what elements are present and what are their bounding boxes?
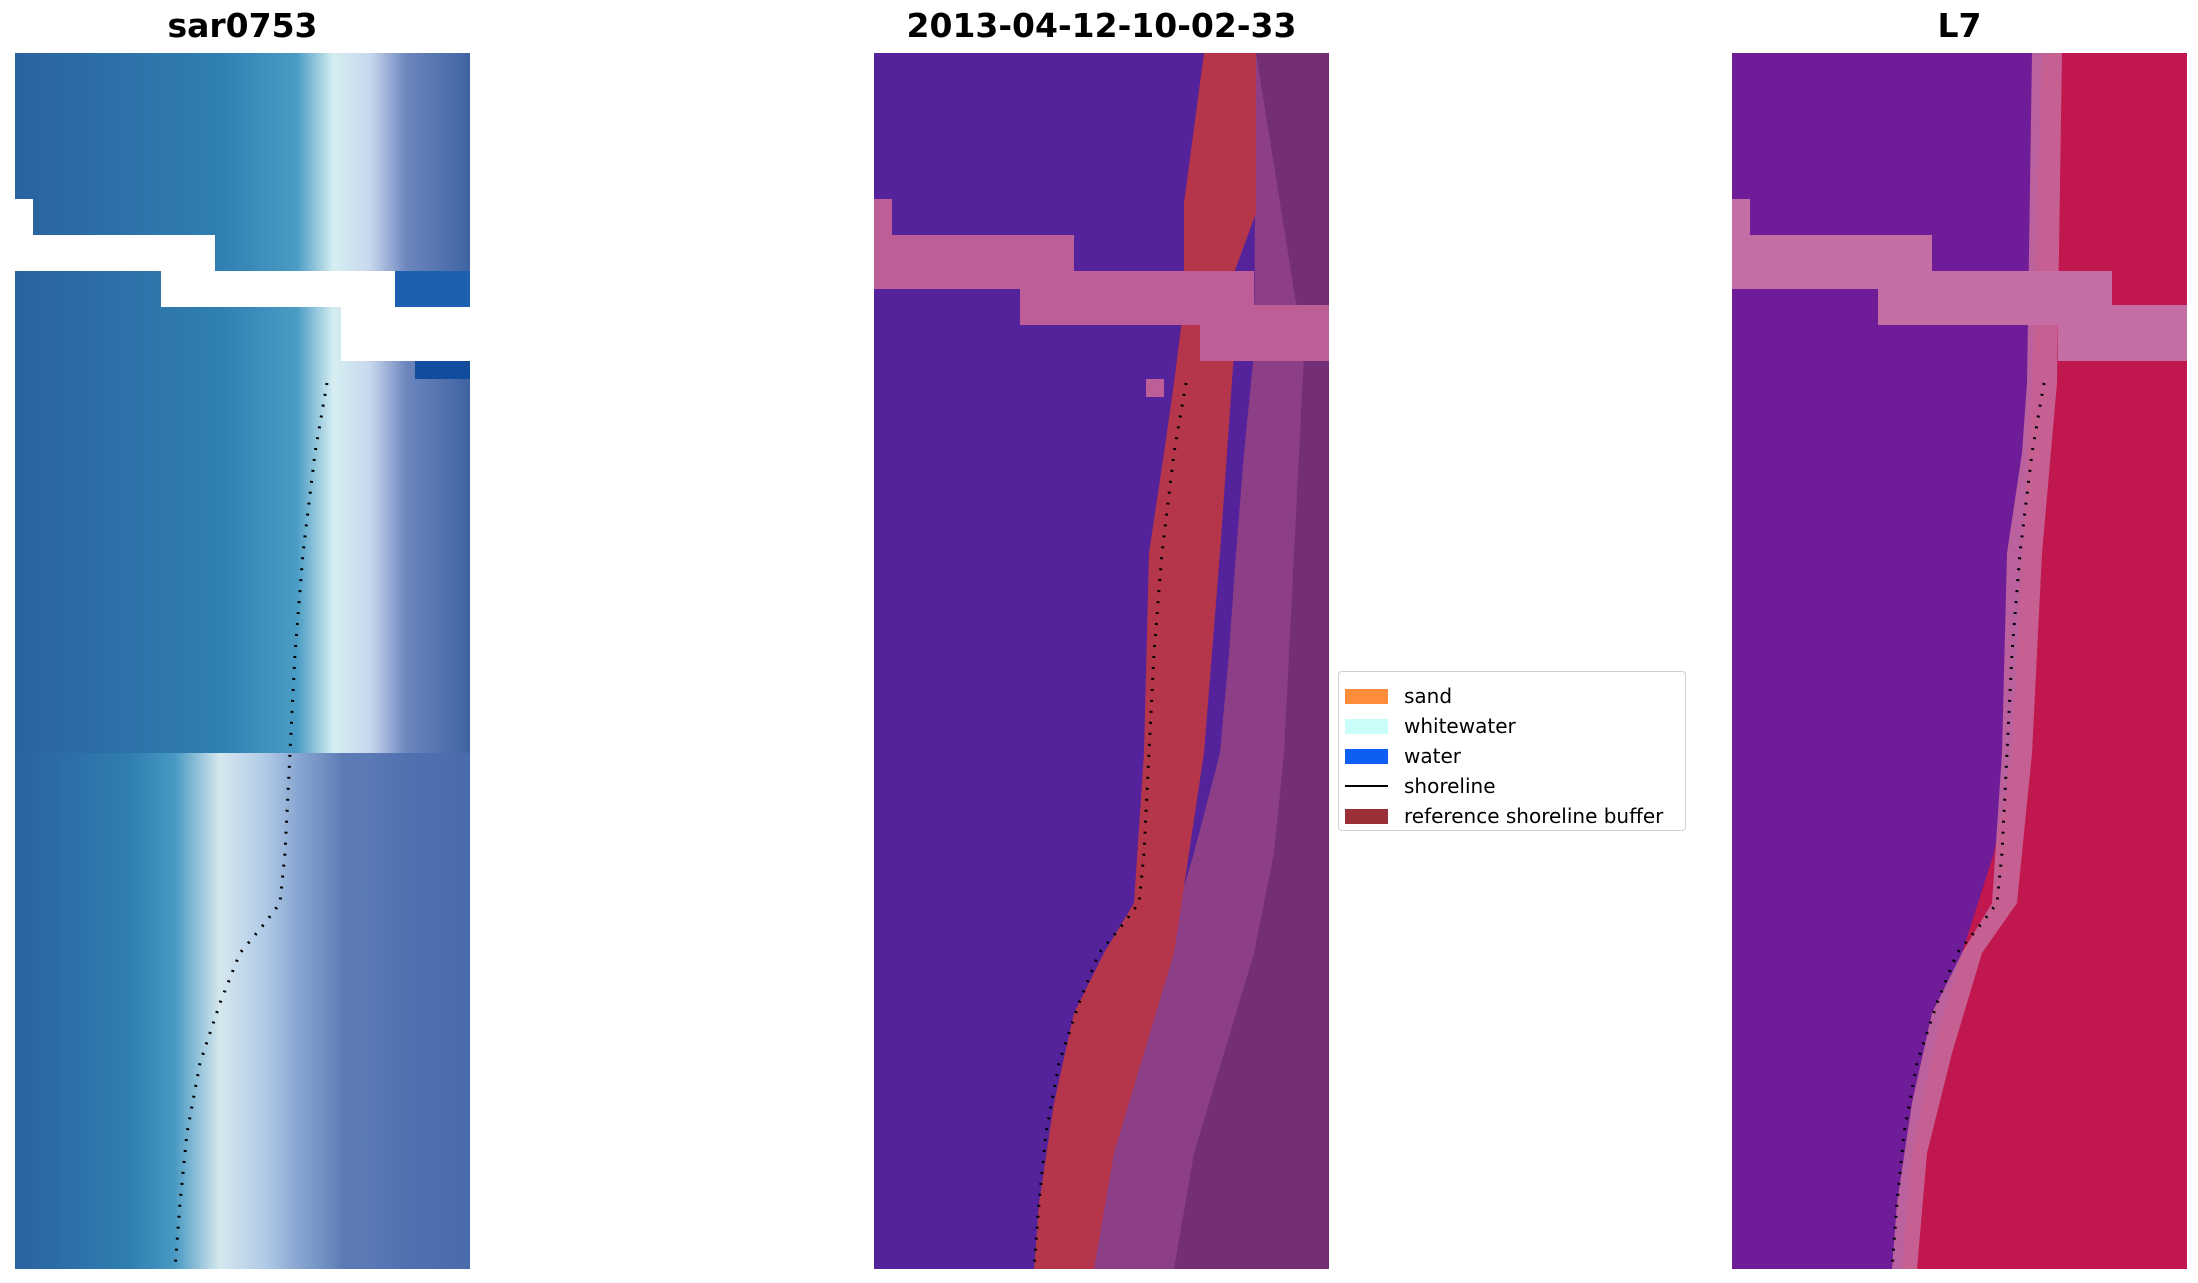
panel-title-index: L7 <box>1937 6 1982 45</box>
legend-label: reference shoreline buffer <box>1404 804 1664 828</box>
classified-image <box>874 53 1329 1269</box>
rgb-image-panel <box>15 53 470 1269</box>
rgb-image <box>15 53 470 1269</box>
index-image <box>1732 53 2187 1269</box>
legend-item-water: water <box>1345 742 1461 770</box>
panel-title-rgb: sar0753 <box>167 6 318 45</box>
reference-buffer-swatch <box>1345 808 1388 824</box>
shoreline-rgb <box>173 382 329 1269</box>
panel-title-classified: 2013-04-12-10-02-33 <box>906 6 1297 45</box>
whitewater-swatch <box>1345 718 1388 734</box>
water-swatch <box>1345 748 1388 764</box>
sand-swatch <box>1345 688 1388 704</box>
legend-item-reference-buffer: reference shoreline buffer <box>1345 802 1663 830</box>
legend-label: water <box>1404 744 1461 768</box>
legend: sand whitewater water shoreline referenc… <box>1338 671 1686 831</box>
shoreline-line-swatch <box>1345 785 1388 787</box>
index-image-panel <box>1732 53 2187 1269</box>
legend-label: whitewater <box>1404 714 1516 738</box>
legend-item-whitewater: whitewater <box>1345 712 1516 740</box>
legend-label: shoreline <box>1404 774 1496 798</box>
classified-image-panel <box>874 53 1329 1269</box>
legend-item-shoreline: shoreline <box>1345 772 1496 800</box>
shoreline-index <box>1890 382 2046 1269</box>
legend-item-sand: sand <box>1345 682 1452 710</box>
legend-label: sand <box>1404 684 1453 708</box>
shoreline-classified <box>1032 382 1188 1269</box>
